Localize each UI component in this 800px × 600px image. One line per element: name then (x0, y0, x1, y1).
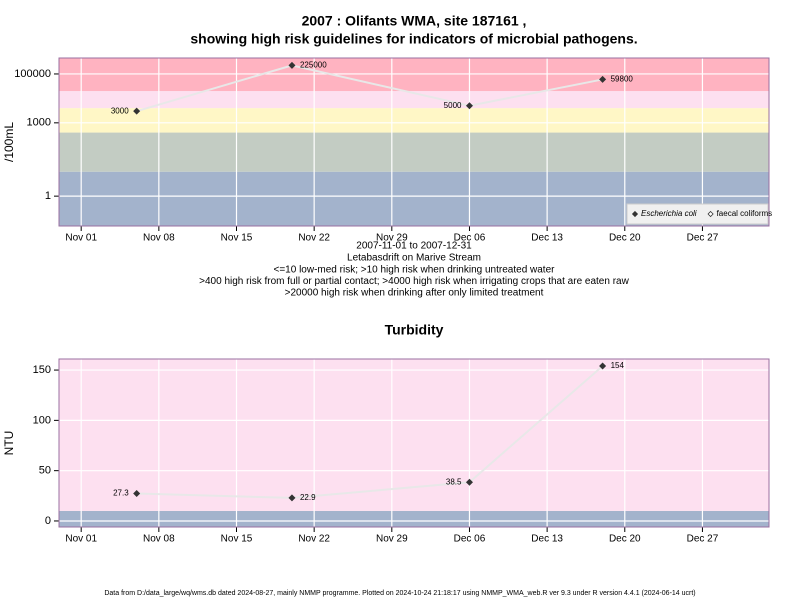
x-tick-label: Dec 20 (609, 534, 641, 545)
x-tick-label: Nov 08 (143, 534, 175, 545)
x-tick-label: Dec 27 (687, 233, 719, 244)
data-point (288, 494, 296, 502)
x-tick-label: Dec 06 (454, 534, 486, 545)
note: >20000 high risk when drinking after onl… (285, 288, 544, 299)
note: Letabasdrift on Marive Stream (347, 253, 481, 264)
y-tick-label: 100 (33, 414, 51, 426)
data-label: 154 (611, 361, 625, 370)
data-label: 59800 (611, 75, 634, 84)
risk-band (59, 108, 769, 133)
data-point (133, 490, 141, 498)
y-tick-label: 1 (45, 190, 51, 202)
data-point (288, 61, 296, 69)
data-label: 22.9 (300, 493, 316, 502)
data-point (465, 478, 473, 486)
data-label: 27.3 (113, 489, 129, 498)
series-line (136, 64, 603, 113)
x-tick-label: Nov 15 (221, 534, 253, 545)
x-tick-label: Dec 13 (531, 233, 563, 244)
y-tick-label: 50 (39, 465, 51, 477)
y-axis-label: NTU (2, 431, 16, 456)
plot-frame (58, 57, 770, 227)
note: <=10 low-med risk; >10 high risk when dr… (274, 264, 556, 275)
chart-title: 2007 : Olifants WMA, site 187161 , (302, 13, 527, 29)
x-tick-label: Nov 15 (221, 233, 253, 244)
x-tick-label: Nov 01 (65, 534, 97, 545)
y-tick-label: 150 (33, 364, 51, 376)
y-tick-label: 100000 (14, 68, 51, 80)
legend-box (626, 203, 769, 225)
x-tick-label: Nov 01 (65, 233, 97, 244)
x-tick-label: Dec 13 (531, 534, 563, 545)
data-point (465, 102, 473, 110)
chart-title: Turbidity (385, 322, 444, 338)
data-label: 5000 (444, 101, 462, 110)
risk-band (59, 510, 769, 527)
y-tick-label: 0 (45, 515, 51, 527)
x-tick-label: Nov 22 (298, 233, 330, 244)
legend-label: faecal coliforms (717, 209, 773, 218)
data-label: 3000 (111, 106, 129, 115)
series-line (136, 365, 604, 499)
x-axis-label: 2007-11-01 to 2007-12-31 (356, 241, 472, 252)
data-label: 38.5 (446, 477, 462, 486)
y-tick-label: 1000 (27, 117, 51, 129)
x-tick-label: Nov 29 (376, 534, 408, 545)
data-point (599, 362, 607, 370)
data-label: 225000 (300, 60, 327, 69)
data-point (599, 75, 607, 83)
note: >400 high risk from full or partial cont… (199, 276, 629, 287)
x-tick-label: Nov 08 (143, 233, 175, 244)
x-tick-label: Nov 29 (376, 233, 408, 244)
risk-band (59, 132, 769, 172)
x-tick-label: Dec 27 (687, 534, 719, 545)
legend-label: Escherichia coli (641, 209, 697, 218)
footer: Data from D:/data_large/wq/wms.db dated … (104, 590, 695, 597)
y-axis-label: /100mL (2, 122, 16, 162)
x-tick-label: Dec 06 (454, 233, 486, 244)
x-tick-label: Dec 20 (609, 233, 641, 244)
risk-band (59, 359, 769, 511)
chart-subtitle: showing high risk guidelines for indicat… (190, 31, 637, 47)
data-point (133, 107, 141, 115)
plot-frame (58, 358, 770, 528)
legend-marker (631, 210, 639, 218)
x-tick-label: Nov 22 (298, 534, 330, 545)
legend-marker (707, 210, 714, 218)
